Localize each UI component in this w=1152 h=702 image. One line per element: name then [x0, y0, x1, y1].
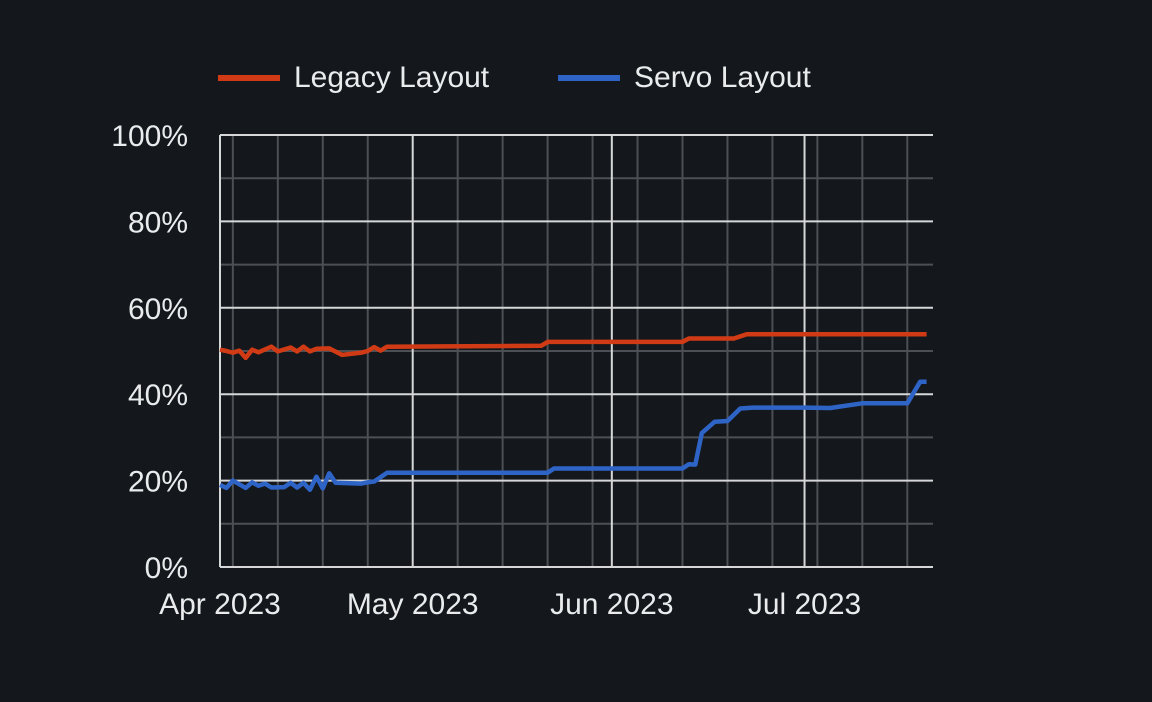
y-axis-tick-label: 80% — [128, 206, 188, 239]
y-axis-tick-label: 60% — [128, 293, 188, 326]
legend-label-servo-layout: Servo Layout — [634, 61, 811, 94]
x-axis-tick-label: Jul 2023 — [748, 588, 861, 621]
x-axis-tick-label: Jun 2023 — [550, 588, 673, 621]
legend-swatch-servo-layout — [558, 75, 620, 81]
y-axis-tick-label: 40% — [128, 379, 188, 412]
y-axis-tick-label: 100% — [111, 120, 188, 153]
y-axis-tick-label: 0% — [145, 552, 188, 585]
series-line-servo-layout — [219, 379, 927, 492]
x-axis-tick-label: May 2023 — [347, 588, 479, 621]
y-axis-tick-label: 20% — [128, 466, 188, 499]
x-axis-tick-label: Apr 2023 — [159, 588, 281, 621]
legend: Legacy Layout Servo Layout — [0, 58, 1152, 98]
legend-item-servo-layout: Servo Layout — [558, 58, 811, 98]
legend-swatch-legacy-layout — [218, 75, 280, 81]
series-line-legacy-layout — [219, 331, 927, 361]
legend-item-legacy-layout: Legacy Layout — [218, 58, 489, 98]
legend-label-legacy-layout: Legacy Layout — [294, 61, 490, 94]
